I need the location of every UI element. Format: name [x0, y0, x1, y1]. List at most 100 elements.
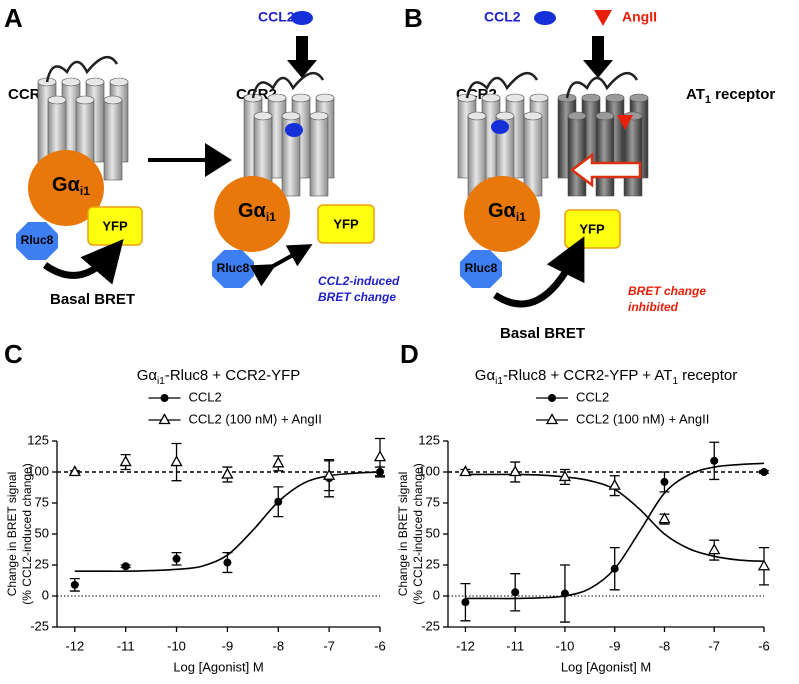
point — [172, 554, 181, 563]
y-tick-label: 100 — [418, 463, 440, 478]
inhibition-arrow — [569, 152, 642, 188]
legend-label: CCL2 — [189, 389, 222, 404]
helix-top — [529, 93, 549, 103]
donor — [460, 250, 502, 288]
point — [373, 450, 387, 462]
helix-top — [567, 111, 587, 121]
helix-top — [495, 111, 515, 121]
ligand-icon — [285, 123, 303, 137]
title-part: Gα — [137, 367, 158, 384]
helix-top — [267, 93, 287, 103]
x-tick-label: -6 — [374, 638, 386, 653]
chart: D Gαi1-Rluc8 + CCR2-YFP + AT1 receptor CCL… — [396, 339, 771, 674]
ligand-icon — [291, 11, 313, 25]
legend-label: CCL2 (100 nM) + AngII — [576, 411, 709, 426]
x-tick-label: -12 — [65, 638, 84, 653]
x-axis-label: Log [Agonist] M — [561, 659, 651, 674]
helix-top — [75, 95, 95, 105]
title-part: Gα — [475, 367, 496, 384]
chart-title: Gαi1-Rluc8 + CCR2-YFP + AT1 receptor — [475, 367, 737, 387]
loop — [251, 71, 325, 99]
point — [760, 468, 768, 476]
y-tick-label: 75 — [35, 494, 49, 509]
receptor-label: AT1 receptor — [686, 86, 775, 106]
diagrams: A CCL2 CCR2 CCR2 Gαi1 Rluc8 YFP Basal BR… — [4, 3, 775, 342]
receptor — [243, 71, 335, 197]
helix — [623, 115, 643, 197]
loop — [565, 71, 639, 99]
ligand-label: CCL2 — [258, 9, 295, 25]
donor-label: Rluc8 — [21, 233, 54, 247]
point — [509, 465, 522, 477]
receptor — [457, 71, 549, 197]
y-tick-label: 25 — [426, 556, 440, 571]
loop — [45, 55, 119, 83]
helix-top — [109, 77, 129, 87]
point — [511, 588, 520, 597]
ligand-icon — [617, 115, 633, 130]
inhibited-label: BRET change — [628, 284, 706, 298]
y-tick-label: -25 — [421, 618, 440, 633]
g-protein — [464, 176, 540, 252]
y-axis-label: Change in BRET signal — [396, 472, 410, 597]
change-label: CCL2-induced — [318, 274, 400, 288]
arrow — [148, 143, 232, 177]
x-tick-label: -12 — [456, 638, 475, 653]
helix-top — [629, 93, 649, 103]
y-tick-label: 125 — [418, 432, 440, 447]
chart-title: Gαi1-Rluc8 + CCR2-YFP — [137, 367, 301, 387]
x-tick-label: -7 — [323, 638, 335, 653]
point — [170, 455, 183, 467]
point — [660, 477, 669, 486]
ligand-icon — [534, 11, 556, 25]
g-protein-label: Gαi1 — [52, 174, 90, 198]
panel-letter: B — [404, 3, 423, 33]
point — [710, 456, 719, 465]
point — [272, 456, 285, 468]
label-main: AT — [686, 86, 705, 103]
legend-label: CCL2 — [576, 389, 609, 404]
helix — [523, 115, 543, 197]
helix-top — [309, 111, 329, 121]
label-rest: receptor — [711, 86, 775, 103]
point — [708, 543, 721, 555]
ligand-icon — [594, 10, 612, 26]
legend-marker — [158, 413, 171, 425]
y-tick-label: 125 — [27, 432, 49, 447]
ligand-icon — [491, 120, 509, 134]
legend-label: CCL2 (100 nM) + AngII — [189, 411, 322, 426]
g-protein — [214, 176, 290, 252]
x-tick-label: -9 — [609, 638, 621, 653]
point — [560, 589, 569, 598]
title-sub: 1 — [672, 376, 678, 387]
helix-top — [523, 111, 543, 121]
ligand-label: AngII — [622, 9, 657, 25]
helix-top — [85, 77, 105, 87]
bret-arrow — [493, 236, 585, 308]
acceptor-label: YFP — [333, 216, 359, 231]
point — [461, 598, 470, 607]
point — [221, 467, 234, 479]
title-part: -Rluc8 + CCR2-YFP — [165, 367, 300, 384]
title-part: receptor — [678, 367, 737, 384]
legend-marker — [548, 394, 556, 402]
title-part: -Rluc8 + CCR2-YFP + AT — [503, 367, 673, 384]
g-label-sub: i1 — [516, 210, 526, 224]
helix-top — [253, 111, 273, 121]
point — [610, 564, 619, 573]
basal-label: Basal BRET — [50, 291, 135, 308]
change-label: BRET change — [318, 290, 396, 304]
x-axis-label: Log [Agonist] M — [173, 659, 263, 674]
y-tick-label: 0 — [433, 587, 440, 602]
y-tick-label: 100 — [27, 463, 49, 478]
helix-top — [47, 95, 67, 105]
helix-top — [605, 93, 625, 103]
y-tick-label: -25 — [30, 618, 49, 633]
helix — [103, 99, 123, 181]
legend-marker — [160, 394, 169, 402]
donor — [16, 222, 58, 260]
helix — [309, 115, 329, 197]
point — [274, 497, 283, 506]
acceptor — [317, 204, 375, 244]
